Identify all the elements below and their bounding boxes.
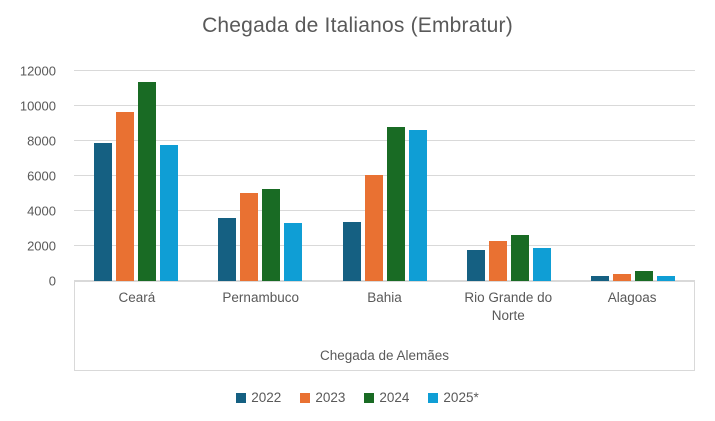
legend: 2022 2023 2024 2025*	[0, 390, 715, 405]
bar-2024-bahia	[386, 127, 405, 281]
category-label-pernambuco: Pernambuco	[222, 290, 299, 305]
legend-swatch-icon	[236, 392, 247, 403]
bar-2022-rio-grande-do-norte	[466, 250, 485, 281]
category-label-rio-grande-do-norte: Rio Grande do Norte	[464, 290, 553, 324]
bar-group-rio-grande-do-norte	[447, 71, 571, 281]
y-tick-label: 10000	[19, 98, 56, 114]
legend-item-2025: 2025*	[428, 390, 479, 405]
bar-2022-alagoas	[590, 275, 609, 281]
gridline	[74, 70, 695, 71]
gridline	[74, 175, 695, 176]
legend-swatch-icon	[428, 392, 439, 403]
gridline	[74, 105, 695, 106]
bar-2025-pernambuco	[284, 223, 303, 281]
bar-2023-cear	[116, 112, 135, 281]
gridline	[74, 140, 695, 142]
bar-2022-pernambuco	[218, 218, 237, 281]
bar-2025-rio-grande-do-norte	[532, 247, 551, 281]
legend-item-2023: 2023	[300, 390, 345, 405]
category-label-cear: Ceará	[118, 290, 156, 305]
y-tick-label: 2000	[27, 238, 56, 254]
bar-2025-cear	[160, 144, 179, 281]
gridline	[74, 210, 695, 212]
legend-label: 2023	[315, 390, 346, 405]
category-label-bahia: Bahia	[367, 290, 402, 305]
bar-group-alagoas	[571, 71, 695, 281]
y-tick-label: 0	[48, 273, 56, 289]
bar-group-cear	[74, 71, 198, 281]
bar-2024-rio-grande-do-norte	[510, 234, 529, 281]
legend-swatch-icon	[300, 392, 311, 403]
bar-2025-alagoas	[656, 276, 675, 281]
bar-group-bahia	[322, 71, 446, 281]
bar-2025-bahia	[408, 129, 427, 281]
bar-2024-cear	[138, 81, 157, 281]
bar-group-pernambuco	[198, 71, 322, 281]
category-labels-row: Ceará Pernambuco Bahia Rio Grande do Norte A…	[75, 289, 694, 325]
gridline	[74, 245, 695, 247]
bar-2023-alagoas	[612, 274, 631, 281]
bar-2024-alagoas	[634, 271, 653, 281]
bar-2023-pernambuco	[240, 192, 259, 281]
category-label-alagoas: Alagoas	[607, 290, 657, 305]
bar-2022-bahia	[342, 222, 361, 281]
y-axis: 0 2000 4000 6000 8000 10000 12000	[0, 64, 64, 289]
y-tick-label: 8000	[27, 133, 56, 149]
legend-item-2024: 2024	[364, 390, 409, 405]
legend-item-2022: 2022	[236, 390, 281, 405]
legend-label: 2025*	[443, 390, 479, 405]
legend-label: 2022	[251, 390, 282, 405]
y-tick-label: 4000	[27, 203, 56, 219]
category-axis-box: Ceará Pernambuco Bahia Rio Grande do Norte A…	[74, 281, 695, 371]
x-axis-line	[74, 280, 695, 281]
chart-title: Chegada de Italianos (Embratur)	[202, 14, 513, 37]
legend-swatch-icon	[364, 392, 375, 403]
legend-label: 2024	[379, 390, 410, 405]
bar-2023-rio-grande-do-norte	[488, 240, 507, 281]
y-tick-label: 6000	[27, 168, 56, 184]
bar-2024-pernambuco	[262, 189, 281, 281]
bar-2023-bahia	[364, 175, 383, 281]
plot-area	[74, 70, 695, 281]
bar-groups-layer	[74, 71, 695, 281]
y-tick-label: 12000	[19, 63, 56, 79]
category-axis-title: Chegada de Alemães	[319, 348, 450, 363]
bar-2022-cear	[94, 142, 113, 281]
